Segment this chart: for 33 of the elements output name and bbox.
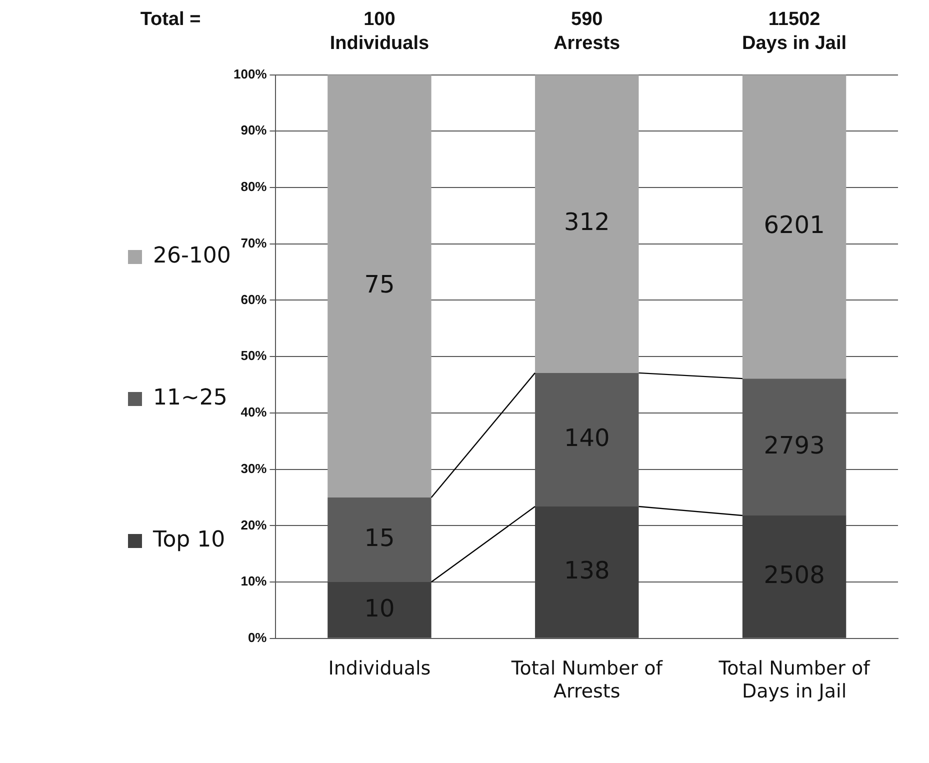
bar	[328, 74, 432, 498]
y-tick-label: 40%	[240, 404, 268, 420]
annotation: 140	[564, 424, 610, 452]
y-tick-label: 50%	[240, 348, 268, 364]
y-tick-label: 90%	[240, 122, 268, 138]
y-tick-label: 10%	[240, 574, 268, 589]
legend-label: 26-100	[153, 244, 231, 269]
y-tick-label: 80%	[240, 179, 268, 194]
y-tick-label: 20%	[240, 517, 268, 532]
bar	[742, 74, 846, 379]
text: 11502 Days in Jail	[742, 8, 847, 56]
y-tick-label: 30%	[240, 460, 268, 476]
annotation: 75	[364, 270, 395, 298]
y-tick-label: 100%	[234, 66, 268, 82]
y-tick-label: 70%	[240, 235, 268, 250]
y-tick-label: 60%	[240, 292, 268, 307]
annotation: 2793	[764, 431, 825, 460]
y-tick-label: 0%	[248, 630, 268, 645]
text: 100 Individuals	[330, 8, 430, 56]
annotation: 312	[564, 208, 610, 236]
x-tick-label: Total Number of Arrests	[510, 658, 664, 703]
bar	[328, 582, 432, 638]
annotation: 6201	[764, 210, 825, 239]
bar	[535, 74, 639, 373]
annotation: 15	[364, 524, 395, 552]
legend-label: Top 10	[152, 528, 226, 553]
bar	[742, 516, 846, 638]
x-tick-label: Individuals	[328, 658, 431, 680]
text: Total =	[140, 8, 201, 32]
legend-label: 11~25	[153, 386, 228, 411]
text: 590 Arrests	[554, 8, 620, 56]
x-tick-label: Total Number of Days in Jail	[718, 658, 872, 703]
bar	[535, 506, 639, 638]
